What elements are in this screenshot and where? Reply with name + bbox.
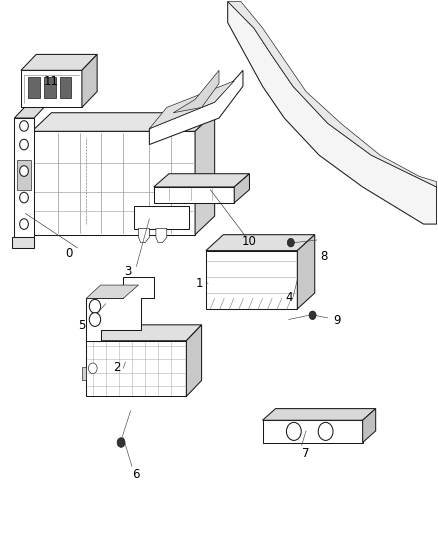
Circle shape <box>318 422 333 440</box>
Circle shape <box>89 300 101 313</box>
Polygon shape <box>82 54 97 108</box>
Circle shape <box>20 120 28 131</box>
Text: 5: 5 <box>78 319 85 333</box>
Polygon shape <box>32 131 195 235</box>
Text: 2: 2 <box>113 361 120 374</box>
Bar <box>28 77 40 98</box>
Text: 1: 1 <box>196 277 203 290</box>
Polygon shape <box>206 251 297 309</box>
Polygon shape <box>86 341 186 397</box>
Polygon shape <box>228 2 437 187</box>
Text: 4: 4 <box>285 291 293 304</box>
Polygon shape <box>262 420 363 442</box>
Circle shape <box>117 438 125 447</box>
Circle shape <box>20 166 28 176</box>
Circle shape <box>20 139 28 150</box>
Circle shape <box>309 311 316 319</box>
Polygon shape <box>149 70 243 144</box>
Text: 9: 9 <box>333 314 340 327</box>
Polygon shape <box>86 325 201 341</box>
Polygon shape <box>228 2 437 224</box>
Polygon shape <box>195 113 215 235</box>
Polygon shape <box>134 206 188 229</box>
Polygon shape <box>262 409 376 420</box>
Polygon shape <box>206 235 315 251</box>
Text: 0: 0 <box>65 247 73 260</box>
Text: 3: 3 <box>124 265 131 278</box>
Bar <box>60 77 71 98</box>
Text: 8: 8 <box>320 251 327 263</box>
Bar <box>44 77 56 98</box>
Polygon shape <box>14 118 34 245</box>
Polygon shape <box>14 100 51 118</box>
Polygon shape <box>12 237 34 248</box>
Polygon shape <box>21 54 97 70</box>
Circle shape <box>20 192 28 203</box>
Text: 7: 7 <box>302 447 310 459</box>
Polygon shape <box>17 160 31 190</box>
Polygon shape <box>234 174 250 203</box>
Circle shape <box>20 219 28 229</box>
Polygon shape <box>297 235 315 309</box>
Text: 6: 6 <box>133 468 140 481</box>
Circle shape <box>287 238 294 247</box>
Polygon shape <box>149 81 234 128</box>
Circle shape <box>88 363 97 374</box>
Polygon shape <box>363 409 376 442</box>
Circle shape <box>89 313 101 326</box>
Text: 11: 11 <box>44 76 59 88</box>
Polygon shape <box>138 228 149 243</box>
Polygon shape <box>21 70 82 108</box>
Polygon shape <box>82 367 86 381</box>
Polygon shape <box>86 285 138 298</box>
Polygon shape <box>154 187 234 203</box>
Polygon shape <box>154 174 250 187</box>
Polygon shape <box>86 277 154 341</box>
Polygon shape <box>173 70 219 113</box>
Polygon shape <box>186 325 201 397</box>
Circle shape <box>286 422 301 440</box>
Polygon shape <box>156 228 167 243</box>
Text: 10: 10 <box>242 235 257 247</box>
Polygon shape <box>32 113 215 131</box>
